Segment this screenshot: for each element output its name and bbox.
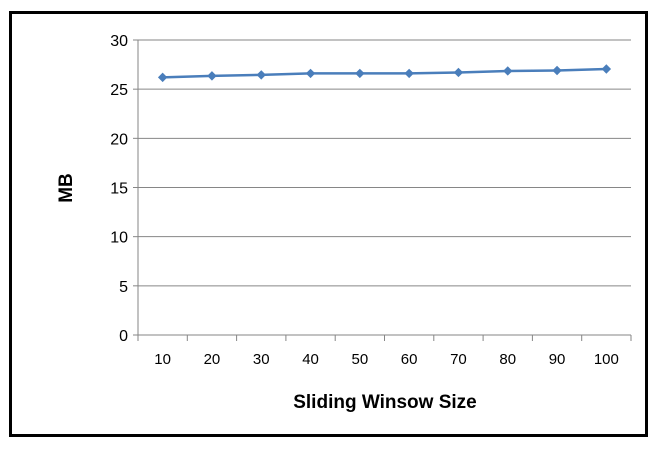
x-tick-label: 70	[450, 351, 467, 368]
data-point	[157, 72, 168, 83]
data-point	[305, 68, 316, 79]
x-tick-label: 80	[499, 351, 516, 368]
y-tick-label: 5	[119, 279, 128, 296]
data-point	[552, 65, 562, 76]
data-point	[601, 64, 612, 74]
x-tick-label: 10	[154, 351, 171, 368]
chart-frame	[9, 11, 648, 437]
series-line	[162, 67, 607, 79]
x-tick-label: 100	[594, 351, 619, 368]
y-axis-title: MB	[56, 173, 77, 203]
data-point	[355, 68, 365, 79]
y-tick-label: 15	[110, 181, 128, 198]
x-tick-label: 50	[352, 351, 369, 368]
gridlines	[138, 39, 631, 287]
y-tick-label: 25	[110, 82, 128, 99]
data-point	[503, 66, 513, 76]
data-point	[256, 70, 266, 80]
x-tick-labels: 10 20 30 40 50 60 70 80 90 100	[154, 351, 619, 368]
y-tick-label: 20	[110, 131, 128, 148]
x-tick-label: 40	[302, 351, 319, 368]
x-tick-label: 30	[253, 351, 270, 368]
x-tick-label: 90	[549, 351, 566, 368]
x-axis-title: Sliding Winsow Size	[293, 392, 477, 413]
y-tick-labels: 0 5 10 15 20 25 30	[110, 33, 128, 345]
data-point	[404, 68, 414, 79]
y-tick-label: 10	[110, 230, 128, 247]
x-tick-label: 20	[204, 351, 221, 368]
series	[157, 64, 612, 83]
y-tick-label: 0	[119, 328, 128, 345]
y-tick-label: 30	[110, 33, 128, 50]
x-tick-label: 60	[401, 351, 418, 368]
data-point	[207, 71, 217, 81]
axes	[133, 39, 632, 341]
data-point	[453, 67, 464, 78]
